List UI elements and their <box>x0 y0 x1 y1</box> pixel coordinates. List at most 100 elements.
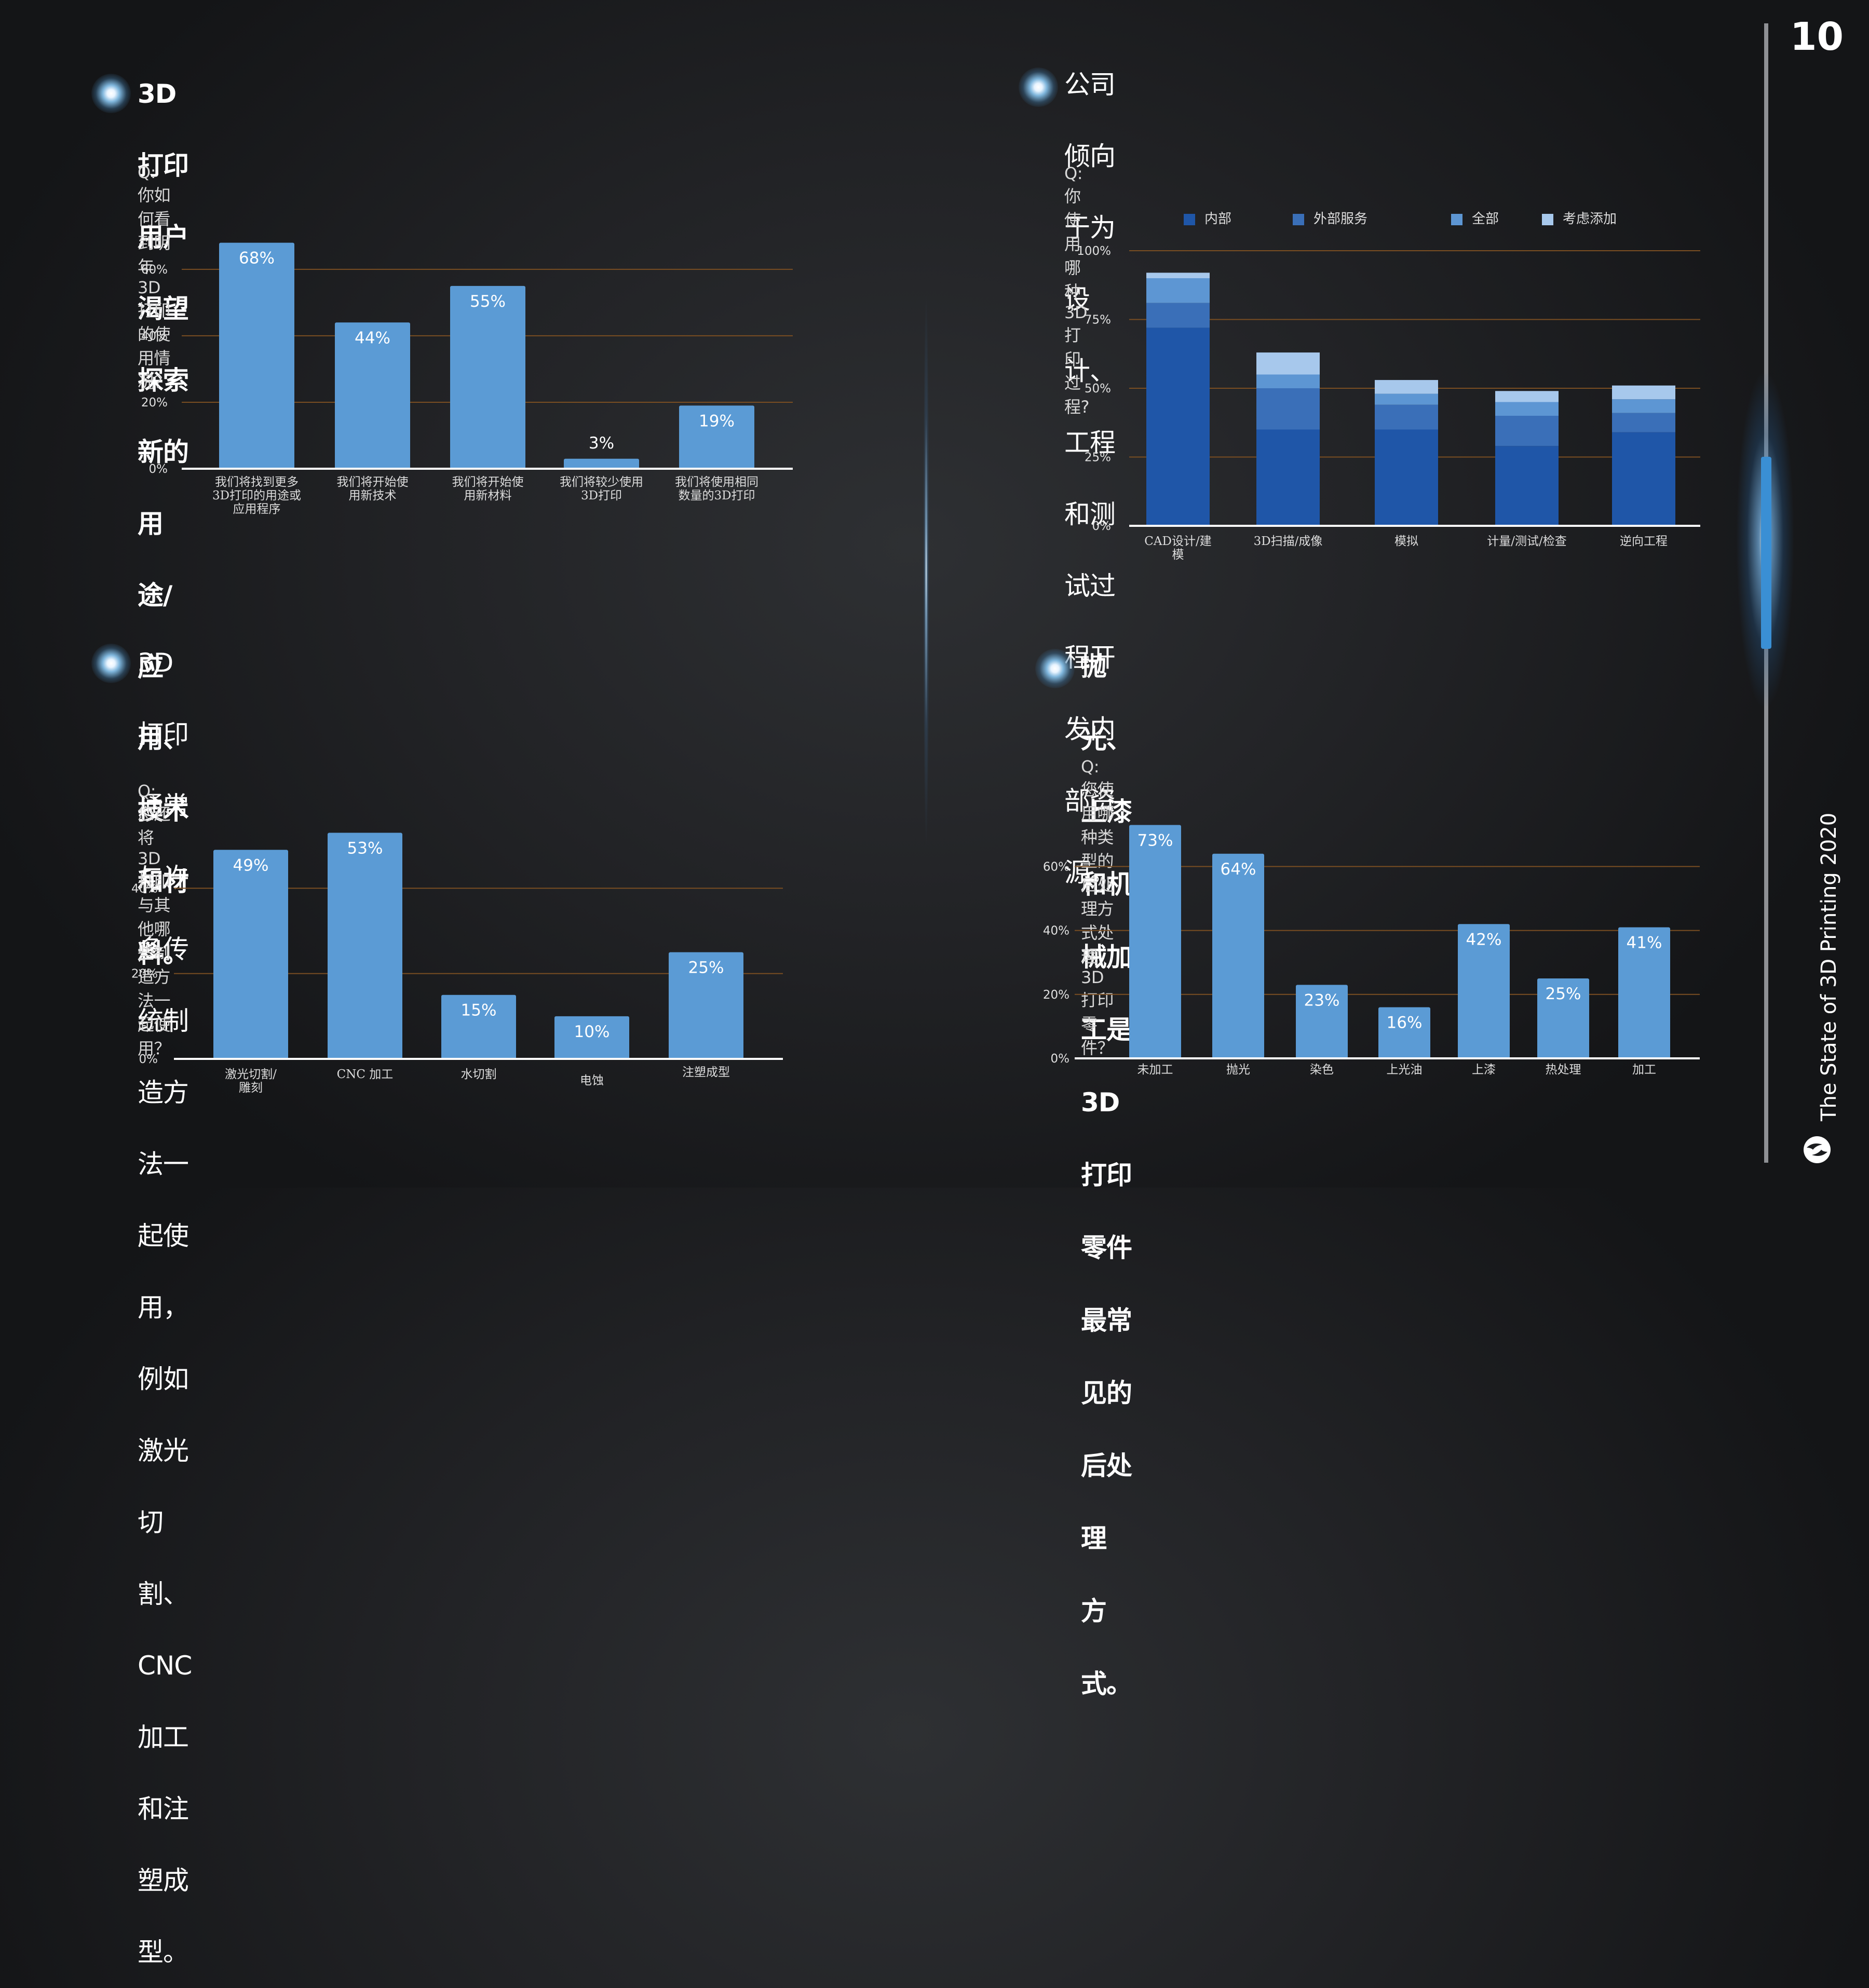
bar <box>1458 924 1510 1058</box>
stacked-bar-segment <box>1612 413 1675 432</box>
data-label: 25% <box>688 959 724 977</box>
stacked-bar-segment <box>1375 393 1438 405</box>
y-tick-label: 60% <box>1043 860 1069 874</box>
y-tick-label: 40% <box>131 882 158 895</box>
y-tick-label: 0% <box>1092 520 1112 533</box>
category-label: CAD设计/建 <box>1144 535 1211 548</box>
bar <box>554 1016 629 1059</box>
bar <box>1618 927 1670 1058</box>
bar <box>564 458 639 469</box>
stacked-bar-segment <box>1375 429 1438 526</box>
methods-bar-chart: 0% 20% 40% 49% 53% 15% 10% 25% 激光切割/雕刻 CNC 加工 水切割 电… <box>131 833 783 1095</box>
legend-label: 外部服务 <box>1313 211 1367 227</box>
category-label: 应用程序 <box>233 502 281 516</box>
legend-swatch <box>1451 214 1462 225</box>
y-tick-label: 25% <box>1085 451 1111 465</box>
y-tick-label: 40% <box>1043 924 1069 938</box>
glow-bullet-icon <box>91 74 131 113</box>
glow-bullet-icon <box>1019 67 1058 107</box>
data-label: 49% <box>233 856 269 875</box>
data-label: 23% <box>1304 991 1340 1010</box>
stacked-bar-segment <box>1256 374 1320 388</box>
legend-swatch <box>1542 214 1553 225</box>
category-label: 用新技术 <box>349 489 397 502</box>
glow-bullet-icon <box>91 644 131 683</box>
y-tick-label: 60% <box>141 263 168 277</box>
data-label: 64% <box>1221 860 1256 879</box>
category-label: 数量的3D打印 <box>678 489 755 502</box>
survey-question: Q: 你使用哪种3D打印过程? <box>1064 164 1089 417</box>
category-label: 雕刻 <box>239 1081 263 1095</box>
category-label: 抛光 <box>1226 1063 1250 1077</box>
heading-line: 方式。 <box>1081 1596 1132 1699</box>
stacked-bar-segment <box>1256 429 1320 526</box>
bar <box>669 952 743 1059</box>
survey-question: Q: 你如何看到明年3D打印的使用情况？ <box>138 162 171 392</box>
y-tick-label: 100% <box>1077 244 1111 258</box>
stacked-bar-segment <box>1256 352 1320 375</box>
legend-label: 全部 <box>1472 211 1499 227</box>
bar <box>1537 978 1589 1058</box>
category-label: 我们将较少使用 <box>560 475 643 489</box>
y-tick-label: 20% <box>131 968 158 981</box>
panel-heading: 3D打印用户渴望探索新的用途/应用、技术和材料。 <box>138 58 189 989</box>
stacked-bar-segment <box>1256 388 1320 430</box>
data-label: 42% <box>1466 930 1502 949</box>
bar <box>441 995 516 1059</box>
legend-swatch <box>1184 214 1195 225</box>
data-label: 55% <box>470 292 506 311</box>
process-stacked-bar-chart: 0% 25% 50% 75% 100% 内部 外部服务 全部 考虑添加 CAD设计/建模 3D扫描/… <box>1077 211 1700 562</box>
category-label: 3D扫描/成像 <box>1254 535 1323 548</box>
data-label: 16% <box>1387 1013 1423 1032</box>
category-label: 电蚀 <box>580 1074 604 1087</box>
stacked-bar-segment <box>1375 380 1438 394</box>
report-title: The State of 3D Printing 2020 <box>1817 812 1841 1121</box>
bar <box>679 405 754 469</box>
heading-line: 割、CNC加工和注塑成型。 <box>138 1579 192 1967</box>
category-label: 我们将找到更多 <box>215 475 299 489</box>
data-label: 44% <box>355 329 390 347</box>
data-label: 53% <box>347 839 383 857</box>
survey-question: Q: 您还将3D打印与其他哪些制造方法一起使用？ <box>138 781 171 1058</box>
bar <box>219 242 294 469</box>
y-tick-label: 50% <box>1085 382 1111 396</box>
stacked-bar-segment <box>1612 432 1675 526</box>
category-label: 注塑成型 <box>682 1066 730 1079</box>
data-label: 10% <box>574 1023 610 1041</box>
category-label: 激光切割/ <box>225 1068 277 1081</box>
category-label: 模 <box>1172 548 1184 562</box>
bar <box>1296 985 1348 1058</box>
bar <box>450 285 525 469</box>
stacked-bar-segment <box>1612 399 1675 413</box>
usage-outlook-bar-chart: 0% 20% 40% 60% 68% 44% 55% 3% 19% 我们将找到更多3D打印的用途或… <box>141 242 793 516</box>
y-tick-label: 20% <box>141 396 168 410</box>
stacked-bar-segment <box>1495 446 1559 526</box>
category-label: 逆向工程 <box>1620 535 1668 548</box>
category-label: 用新材料 <box>464 489 512 502</box>
legend-label: 内部 <box>1204 211 1231 227</box>
y-tick-label: 75% <box>1085 314 1111 327</box>
bar <box>1129 825 1181 1058</box>
bar <box>1212 853 1264 1058</box>
stacked-bar-segment <box>1146 328 1210 526</box>
data-label: 73% <box>1137 831 1173 850</box>
category-label: 3D打印 <box>581 489 622 502</box>
data-label: 68% <box>239 249 275 268</box>
category-label: 模拟 <box>1394 535 1418 548</box>
data-label: 19% <box>699 412 735 430</box>
category-label: 未加工 <box>1137 1063 1173 1077</box>
category-label: 水切割 <box>461 1068 497 1081</box>
data-label: 3% <box>589 434 614 453</box>
category-label: 计量/测试/检查 <box>1487 535 1567 548</box>
page-number: 10 <box>1790 15 1844 59</box>
category-label: 热处理 <box>1546 1063 1581 1077</box>
category-label: 3D打印的用途或 <box>212 489 301 502</box>
data-label: 25% <box>1546 985 1581 1003</box>
data-label: 41% <box>1627 933 1662 952</box>
stacked-bar-segment <box>1146 273 1210 278</box>
category-label: 我们将开始使 <box>452 475 524 489</box>
glow-bullet-icon <box>1035 649 1075 688</box>
heading-line: 公司倾向于为设计、工程和测试过程开发内部资源。 <box>1064 70 1116 888</box>
stacked-bar-segment <box>1612 385 1675 400</box>
category-label: 我们将使用相同 <box>675 475 759 489</box>
